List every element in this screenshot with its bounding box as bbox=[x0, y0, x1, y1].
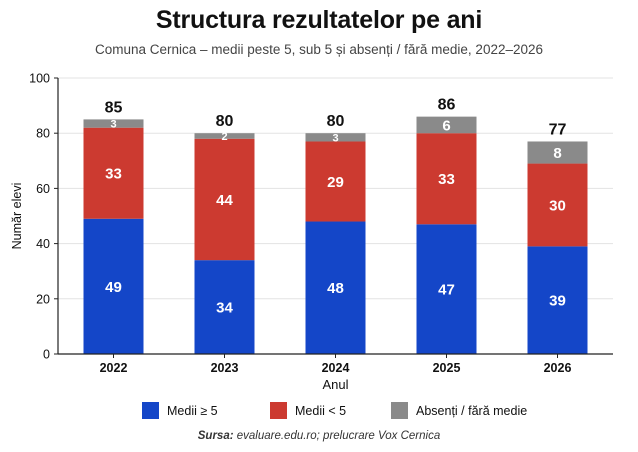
chart-legend: Medii ≥ 5 Medii < 5 Absenți / fără medie bbox=[0, 402, 638, 420]
data-label: 33 bbox=[105, 166, 122, 183]
x-tick-label: 2024 bbox=[322, 361, 350, 375]
bar-segment bbox=[83, 119, 144, 128]
data-label: 33 bbox=[438, 171, 455, 188]
total-label: 80 bbox=[327, 113, 345, 130]
data-label: 8 bbox=[553, 145, 561, 162]
legend-label-absent: Absenți / fără medie bbox=[416, 403, 528, 418]
y-tick-label: 60 bbox=[36, 182, 50, 196]
legend-item-absent: Absenți / fără medie bbox=[391, 402, 527, 419]
chart-subtitle: Comuna Cernica – medii peste 5, sub 5 și… bbox=[94, 42, 544, 57]
total-label: 80 bbox=[216, 113, 234, 130]
data-label: 29 bbox=[327, 174, 344, 191]
y-tick-label: 40 bbox=[36, 237, 50, 251]
bar-segment bbox=[83, 218, 144, 354]
data-label: 39 bbox=[549, 293, 566, 310]
x-tick-label: 2022 bbox=[100, 361, 128, 375]
bar-segment bbox=[305, 141, 366, 222]
bar-segment bbox=[194, 133, 255, 139]
x-tick-label: 2026 bbox=[544, 361, 572, 375]
bar-segment bbox=[305, 133, 366, 142]
total-label: 85 bbox=[105, 99, 123, 116]
stacked-bar-chart: 0204060801004933385202234442802023482938… bbox=[10, 72, 613, 392]
bar-segment bbox=[194, 138, 255, 261]
data-label: 49 bbox=[105, 279, 122, 296]
bar-segment bbox=[83, 127, 144, 219]
y-tick-label: 100 bbox=[29, 72, 50, 86]
y-tick-label: 20 bbox=[36, 292, 50, 306]
data-label: 2 bbox=[221, 131, 227, 143]
data-label: 47 bbox=[438, 282, 455, 299]
bar-segment bbox=[527, 246, 588, 354]
data-label: 6 bbox=[442, 117, 450, 134]
legend-swatch-above5 bbox=[142, 402, 159, 419]
x-axis-title: Anul bbox=[322, 377, 348, 392]
legend-item-below5: Medii < 5 bbox=[270, 402, 346, 419]
legend-swatch-absent bbox=[391, 402, 408, 419]
data-label: 3 bbox=[332, 132, 338, 144]
source-note: Sursa: evaluare.edu.ro; prelucrare Vox C… bbox=[0, 430, 638, 442]
data-label: 44 bbox=[216, 192, 233, 209]
total-label: 77 bbox=[549, 121, 567, 138]
bar-segment bbox=[194, 260, 255, 354]
data-label: 34 bbox=[216, 299, 233, 316]
legend-swatch-below5 bbox=[270, 402, 287, 419]
total-label: 86 bbox=[438, 97, 456, 114]
legend-label-above5: Medii ≥ 5 bbox=[167, 403, 218, 418]
x-tick-label: 2025 bbox=[433, 361, 461, 375]
bar-segment bbox=[305, 221, 366, 354]
source-text: evaluare.edu.ro; prelucrare Vox Cernica bbox=[233, 430, 441, 442]
legend-item-above5: Medii ≥ 5 bbox=[142, 402, 218, 419]
source-label: Sursa: bbox=[197, 430, 234, 442]
data-label: 48 bbox=[327, 280, 344, 297]
data-label: 3 bbox=[110, 119, 116, 131]
y-tick-label: 80 bbox=[36, 127, 50, 141]
y-tick-label: 0 bbox=[43, 348, 50, 362]
legend-label-below5: Medii < 5 bbox=[295, 403, 347, 418]
y-axis-title: Număr elevi bbox=[10, 183, 24, 250]
bar-segment bbox=[527, 163, 588, 247]
bar-segment bbox=[416, 116, 477, 134]
x-tick-label: 2023 bbox=[211, 361, 239, 375]
chart-title: Structura rezultatelor pe ani bbox=[155, 6, 483, 34]
bar-segment bbox=[527, 141, 588, 164]
bar-segment bbox=[416, 224, 477, 354]
data-label: 30 bbox=[549, 197, 566, 214]
bar-segment bbox=[416, 133, 477, 225]
